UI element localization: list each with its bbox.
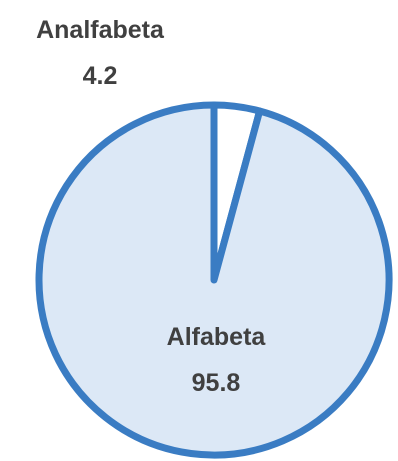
label-alfabeta-name: Alfabeta <box>167 323 267 351</box>
pie-labels: Analfabeta 4.2 Alfabeta 95.8 <box>36 16 266 397</box>
label-analfabeta-value: 4.2 <box>83 62 118 90</box>
label-analfabeta-name: Analfabeta <box>36 16 165 44</box>
label-alfabeta-value: 95.8 <box>192 369 241 397</box>
pie-slices <box>35 101 393 459</box>
pie-slice-alfabeta <box>35 101 393 459</box>
